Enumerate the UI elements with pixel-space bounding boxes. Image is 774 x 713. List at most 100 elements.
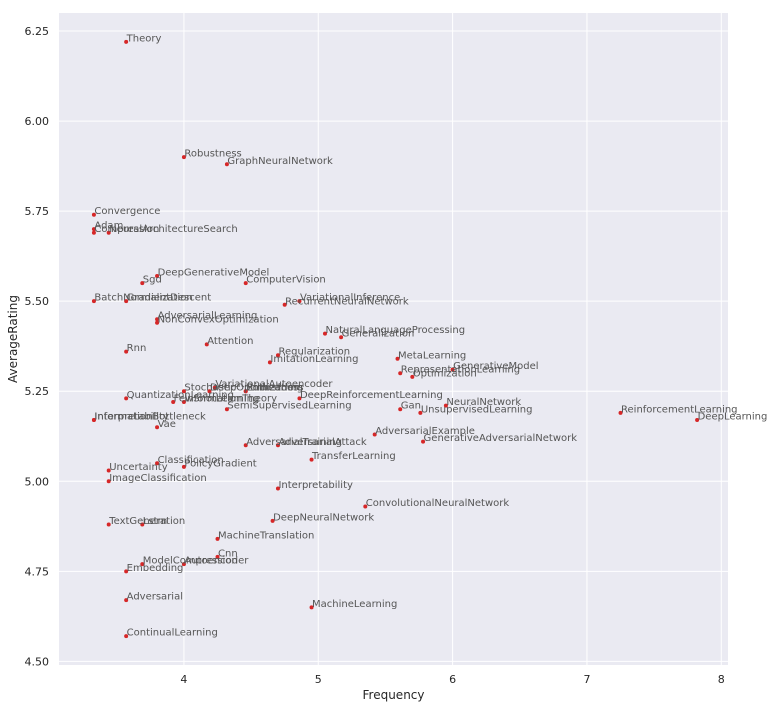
data-point bbox=[363, 504, 368, 509]
point-label: ImageClassification bbox=[109, 473, 207, 484]
data-point bbox=[91, 212, 96, 217]
point-label: Embedding bbox=[246, 383, 303, 394]
data-point bbox=[207, 389, 212, 394]
data-points bbox=[91, 39, 700, 639]
point-label: FewShotLearning bbox=[174, 394, 260, 405]
data-point bbox=[91, 230, 96, 235]
data-point bbox=[140, 281, 145, 286]
y-tick-label: 4.75 bbox=[25, 565, 50, 578]
data-point bbox=[372, 432, 377, 437]
data-point bbox=[155, 320, 160, 325]
point-label: DeepReinforcementLearning bbox=[300, 390, 443, 401]
point-label: Cnn bbox=[218, 548, 238, 559]
data-point bbox=[212, 385, 217, 390]
x-tick-label: 6 bbox=[449, 673, 456, 686]
point-label: RepresentationLearning bbox=[401, 365, 520, 376]
data-point bbox=[155, 425, 160, 430]
point-label: Classification bbox=[158, 455, 224, 466]
data-point bbox=[275, 353, 280, 358]
point-label: RecurrentNeuralNetwork bbox=[285, 296, 409, 307]
point-label: GradientDescent bbox=[127, 293, 212, 304]
point-label: Convergence bbox=[94, 206, 160, 217]
data-point bbox=[450, 367, 455, 372]
x-tick-label: 7 bbox=[583, 673, 590, 686]
data-point bbox=[181, 389, 186, 394]
point-label: DeepNeuralNetwork bbox=[273, 512, 374, 523]
data-point bbox=[339, 335, 344, 340]
data-point bbox=[421, 439, 426, 444]
data-point bbox=[124, 349, 129, 354]
data-point bbox=[215, 536, 220, 541]
point-label: NeuralArchitectureSearch bbox=[109, 224, 238, 235]
y-tick-label: 6.00 bbox=[25, 115, 50, 128]
y-tick-label: 5.25 bbox=[25, 385, 50, 398]
point-label: Vae bbox=[158, 419, 176, 430]
data-point bbox=[140, 562, 145, 567]
y-tick-label: 5.00 bbox=[25, 475, 50, 488]
data-point bbox=[181, 400, 186, 405]
point-label: Embedding bbox=[127, 563, 184, 574]
point-label: GenerativeAdversarialNetwork bbox=[424, 433, 578, 444]
data-point bbox=[398, 371, 403, 376]
point-label: GenerativeModel bbox=[453, 361, 538, 372]
point-label: Autoencoder bbox=[184, 556, 249, 567]
data-point bbox=[443, 403, 448, 408]
data-point bbox=[410, 374, 415, 379]
point-labels: TheoryRobustnessGraphNeuralNetworkConver… bbox=[94, 33, 767, 638]
data-point bbox=[224, 407, 229, 412]
y-tick-label: 6.25 bbox=[25, 25, 50, 38]
point-label: MachineLearning bbox=[312, 599, 397, 610]
x-tick-label: 5 bbox=[315, 673, 322, 686]
point-label: SemiSupervisedLearning bbox=[227, 401, 351, 412]
point-label: TransferLearning bbox=[311, 451, 396, 462]
data-point bbox=[309, 457, 314, 462]
point-label: Gan bbox=[401, 401, 421, 412]
data-point bbox=[124, 598, 129, 603]
point-label: UnsupervisedLearning bbox=[421, 404, 533, 415]
point-label: Interpretability bbox=[278, 480, 353, 491]
point-label: ComputerVision bbox=[246, 275, 326, 286]
point-label: QuantizationLearning bbox=[127, 390, 234, 401]
point-label: Theory bbox=[126, 33, 162, 44]
data-point bbox=[106, 230, 111, 235]
data-point bbox=[243, 281, 248, 286]
point-label: StochasticOptimization bbox=[184, 383, 300, 394]
point-label: Attention bbox=[207, 336, 253, 347]
point-label: MachineTranslation bbox=[218, 530, 314, 541]
y-tick-label: 5.50 bbox=[25, 295, 50, 308]
point-label: NaturalLanguageProcessing bbox=[325, 325, 465, 336]
point-label: Adam bbox=[94, 221, 123, 232]
point-label: Robustness bbox=[246, 383, 303, 394]
data-point bbox=[215, 554, 220, 559]
data-point bbox=[309, 605, 314, 610]
data-point bbox=[155, 461, 160, 466]
data-point bbox=[181, 464, 186, 469]
grid-lines bbox=[59, 13, 728, 665]
point-label: ContinualLearning bbox=[127, 628, 218, 639]
data-point bbox=[618, 410, 623, 415]
point-label: DeepGenerativeModel bbox=[158, 267, 270, 278]
point-label: BatchNormalization bbox=[94, 293, 192, 304]
point-label: VariationalAutoencoder bbox=[215, 379, 333, 390]
point-label: Rnn bbox=[127, 343, 147, 354]
data-point bbox=[171, 400, 176, 405]
data-point bbox=[124, 396, 129, 401]
point-label: Sgd bbox=[143, 275, 162, 286]
point-label: PolicyGradient bbox=[184, 458, 256, 469]
point-label: Lstm bbox=[143, 516, 167, 527]
data-point bbox=[204, 342, 209, 347]
data-point bbox=[267, 360, 272, 365]
data-point bbox=[91, 299, 96, 304]
point-label: TextGeneration bbox=[108, 516, 185, 527]
point-label: AdversarialTraining bbox=[246, 437, 342, 448]
data-point bbox=[695, 418, 700, 423]
point-label: Adversarial bbox=[127, 592, 183, 603]
tick-labels: 4 5 6 7 8 4.50 4.75 5.00 5.25 5.50 5.75 6.00 6.25 bbox=[25, 25, 725, 686]
point-label: Optimization bbox=[413, 368, 477, 379]
point-label: Regularization bbox=[278, 347, 350, 358]
point-label: Deep bbox=[210, 383, 236, 394]
data-point bbox=[282, 302, 287, 307]
point-label: InformationTheory bbox=[184, 394, 277, 405]
data-point bbox=[140, 522, 145, 527]
